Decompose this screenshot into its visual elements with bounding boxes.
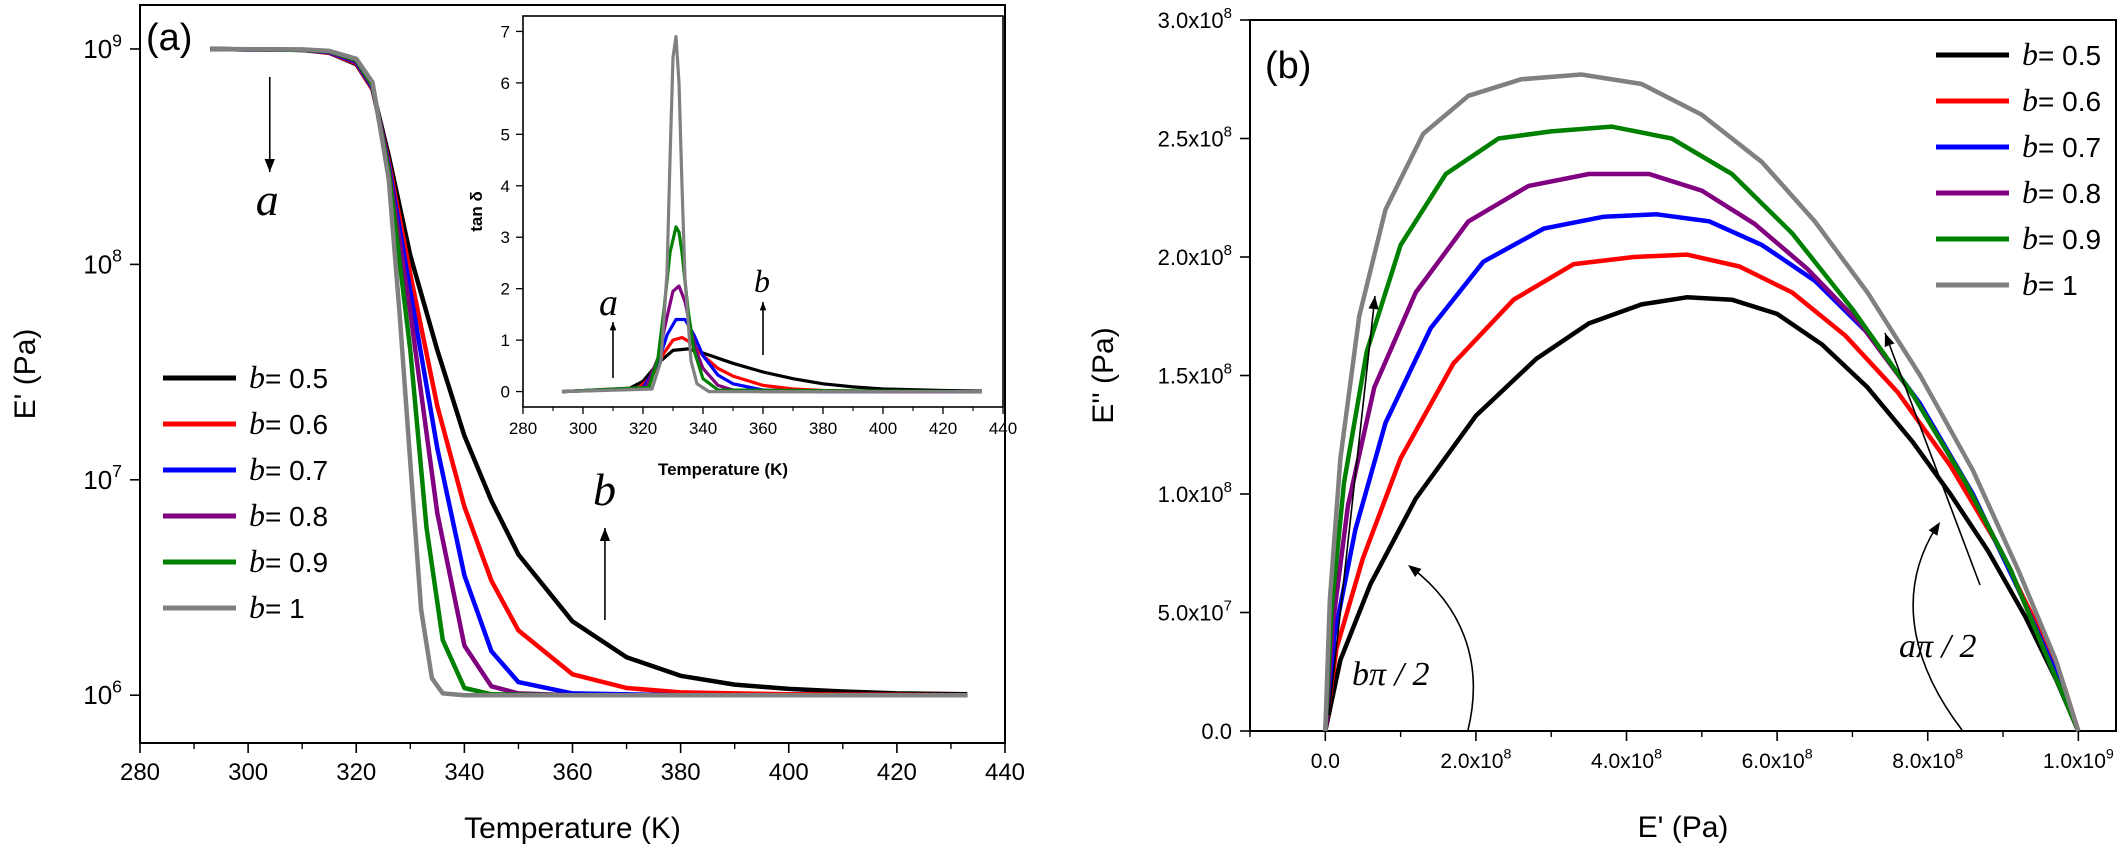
y-tick-label: 1.0x108	[1158, 479, 1232, 507]
annotation-b: b	[593, 464, 616, 515]
legend-label: b= 0.8	[249, 497, 328, 533]
inset-x-tick-label: 440	[989, 419, 1017, 438]
x-tick-label: 420	[877, 759, 917, 786]
series-line	[210, 46, 968, 698]
legend-label: b= 1	[249, 589, 305, 625]
annotation-a-pi: aπ / 2	[1899, 628, 1976, 665]
inset-y-tick-label: 5	[501, 125, 510, 144]
inset-y-axis-label: tan δ	[467, 191, 486, 232]
legend-label: b= 0.5	[249, 359, 328, 395]
x-tick-label: 280	[120, 759, 160, 786]
inset-x-tick-label: 300	[569, 419, 597, 438]
inset-y-tick-label: 3	[501, 228, 510, 247]
x-tick-label: 4.0x108	[1591, 747, 1662, 773]
curved-arrow-right-head	[1928, 522, 1940, 536]
inset-arrow-a-head	[609, 322, 617, 331]
y-tick-label: 106	[83, 677, 122, 711]
inset-y-tick-label: 2	[501, 280, 510, 299]
legend-label: b= 0.7	[249, 451, 328, 487]
x-tick-label: 440	[985, 759, 1025, 786]
inset-x-tick-label: 320	[629, 419, 657, 438]
inset-x-tick-label: 380	[809, 419, 837, 438]
inset-series-line	[561, 225, 983, 394]
inset-y-tick-label: 1	[501, 331, 510, 350]
inset-series-line	[561, 347, 983, 394]
y-tick-label: 2.5x108	[1158, 124, 1232, 152]
x-tick-label: 360	[552, 759, 592, 786]
x-tick-label: 8.0x108	[1892, 747, 1963, 773]
panel-label: (b)	[1265, 45, 1311, 87]
series-line	[1323, 295, 2081, 732]
legend-label: b= 0.5	[2022, 36, 2101, 72]
inset-annotation-b: b	[754, 263, 770, 299]
series-line	[1323, 72, 2081, 732]
x-tick-label: 2.0x108	[1440, 747, 1511, 773]
inset-y-tick-label: 7	[501, 22, 510, 41]
inset-x-tick-label: 420	[929, 419, 957, 438]
inset-chart: 280 300 320 340 360 380 400 420 440 0 1 2 3 4 5 6 7 Tempe…	[467, 15, 1017, 479]
x-tick-label: 1.0x109	[2043, 747, 2114, 773]
legend-label: b= 0.8	[2022, 174, 2101, 210]
inset-x-tick-label: 360	[749, 419, 777, 438]
series-line	[1323, 124, 2081, 732]
arrow-left-head	[1368, 296, 1379, 310]
inset-series-line	[561, 35, 982, 394]
inset-y-tick-label: 0	[501, 383, 510, 402]
x-tick-label: 400	[769, 759, 809, 786]
legend-label: b= 0.9	[2022, 220, 2101, 256]
annotation-b-pi: bπ / 2	[1352, 656, 1429, 693]
curved-arrow-left-head	[1408, 565, 1422, 578]
x-tick-label: 300	[228, 759, 268, 786]
inset-arrow-b-head	[759, 302, 767, 311]
arrow-right	[1884, 332, 1981, 586]
y-tick-label: 108	[83, 246, 122, 280]
legend-label: b= 0.7	[2022, 128, 2101, 164]
legend-label: b= 1	[2022, 266, 2078, 302]
panel-a: 280 300 320 340 360 380 400 420 440106107108109T…	[9, 4, 1025, 845]
arrow-left	[1328, 295, 1376, 716]
curved-arrow-left	[1411, 567, 1475, 731]
y-axis-label: E'' (Pa)	[1087, 327, 1120, 423]
y-tick-label: 3.0x108	[1158, 5, 1232, 33]
inset-annotation-a: a	[599, 282, 618, 324]
legend-label: b= 0.6	[2022, 82, 2101, 118]
arrow-right-head	[1884, 333, 1895, 347]
x-tick-label: 340	[444, 759, 484, 786]
panel-label: (a)	[146, 17, 192, 59]
inset-y-tick-label: 4	[501, 177, 510, 196]
arrow-b-head	[599, 528, 611, 542]
inset-y-tick-label: 6	[501, 74, 510, 93]
y-tick-label: 5.0x107	[1158, 598, 1232, 626]
legend-label: b= 0.9	[249, 543, 328, 579]
arrow-a-head	[264, 158, 275, 172]
curved-arrow-right	[1912, 525, 1963, 731]
x-axis-label: E' (Pa)	[1638, 811, 1729, 844]
y-tick-label: 1.5x108	[1158, 361, 1232, 389]
y-axis-label: E' (Pa)	[9, 329, 42, 420]
y-tick-label: 109	[83, 30, 122, 64]
x-tick-label: 0.0	[1311, 750, 1340, 773]
annotation-a: a	[256, 174, 279, 225]
y-tick-label: 0.0	[1201, 719, 1232, 744]
inset-x-tick-label: 340	[689, 419, 717, 438]
inset-x-tick-label: 400	[869, 419, 897, 438]
legend-label: b= 0.6	[249, 405, 328, 441]
x-tick-label: 320	[336, 759, 376, 786]
x-axis-label: Temperature (K)	[464, 812, 681, 845]
inset-x-tick-label: 280	[509, 419, 537, 438]
panel-b: 0.0 2.0x108 4.0x108 6.0x108 8.0x108 1.0x109 0.…	[1087, 5, 2117, 844]
y-tick-label: 2.0x108	[1158, 242, 1232, 270]
x-tick-label: 6.0x108	[1742, 747, 1813, 773]
inset-x-axis-label: Temperature (K)	[658, 460, 788, 479]
y-tick-label: 107	[83, 461, 122, 495]
x-tick-label: 380	[661, 759, 701, 786]
